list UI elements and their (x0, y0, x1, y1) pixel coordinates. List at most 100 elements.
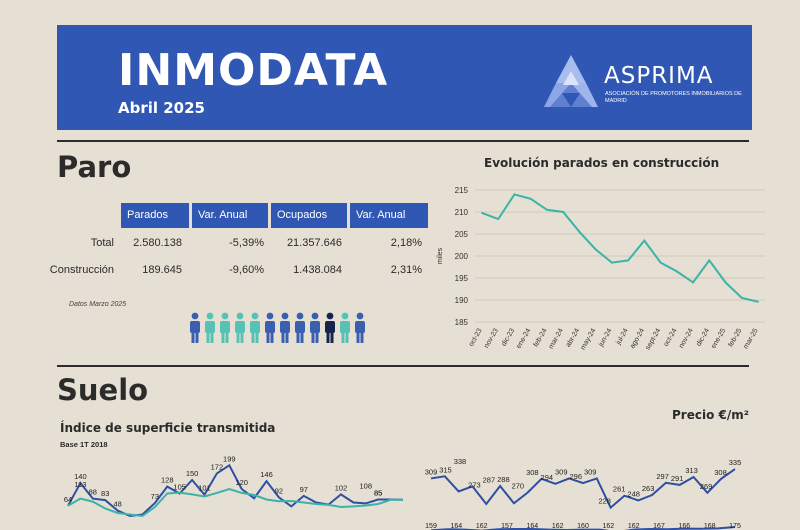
data-label: 101 (198, 484, 211, 493)
x-tick-label: feb-25 (728, 327, 744, 348)
total-ocupados: 21.357.646 (286, 237, 342, 249)
data-point (724, 281, 727, 284)
person-icon (250, 312, 260, 343)
data-point (481, 211, 483, 214)
x-tick-label: may-24 (580, 327, 598, 351)
x-tick-label: nov-24 (678, 327, 695, 349)
data-label: 175 (729, 523, 741, 530)
x-tick-label: ene-25 (710, 327, 727, 349)
data-label: 309 (425, 467, 437, 476)
person-icon (340, 312, 350, 343)
x-tick-label: feb-24 (533, 327, 549, 348)
col-header-ocupados: Ocupados (271, 203, 347, 228)
x-tick-label: oct-24 (663, 327, 679, 347)
construccion-parados: 189.645 (142, 264, 182, 276)
y-tick-label: 200 (455, 252, 469, 261)
col-header-var-anual-2: Var. Anual (350, 203, 428, 228)
data-label: 296 (570, 472, 583, 481)
y-tick-label: 210 (455, 208, 469, 217)
data-label: 261 (613, 485, 626, 494)
data-point (675, 270, 678, 273)
data-label: 164 (526, 523, 538, 530)
y-tick-label: 190 (455, 296, 469, 305)
data-point (578, 230, 581, 233)
data-point (740, 296, 743, 299)
data-label: 73 (151, 492, 159, 501)
data-point (757, 300, 759, 303)
data-point (546, 208, 548, 211)
data-label: 48 (113, 500, 121, 509)
data-label: 313 (685, 466, 698, 475)
data-label: 167 (653, 523, 665, 530)
data-point (610, 261, 613, 264)
data-label: 199 (223, 454, 236, 463)
people-icons (190, 312, 365, 343)
person-icon (325, 312, 335, 343)
data-label: 308 (526, 468, 539, 477)
data-point (513, 193, 516, 196)
row-label-construccion: Construcción (49, 264, 114, 276)
data-label: 172 (211, 462, 224, 471)
data-label: 228 (598, 497, 611, 506)
x-tick-label: abr-24 (565, 327, 581, 348)
person-icon (235, 312, 245, 343)
data-label: 162 (476, 523, 488, 530)
y-axis-label: miles (437, 247, 444, 264)
data-label: 120 (235, 478, 248, 487)
data-label: 294 (541, 473, 554, 482)
total-var-parados: -5,39% (229, 237, 264, 249)
data-point (627, 259, 630, 262)
x-tick-label: sept-24 (645, 327, 663, 351)
divider (57, 365, 749, 367)
header-banner: INMODATA Abril 2025 ASPRIMA Asociación d… (57, 25, 752, 130)
data-label: 287 (483, 475, 496, 484)
x-tick-label: ago-24 (629, 327, 646, 349)
col-header-var-anual-1: Var. Anual (192, 203, 268, 228)
person-icon (265, 312, 275, 343)
data-point (659, 261, 662, 264)
x-tick-label: nov-23 (483, 327, 500, 349)
data-label: 105 (173, 483, 186, 492)
data-label: 83 (101, 489, 109, 498)
x-tick-label: oct-23 (468, 327, 484, 347)
construccion-var-ocupados: 2,31% (390, 264, 422, 276)
logo-name: ASPRIMA (604, 63, 714, 89)
chart-title-precio: Precio €/m² (672, 408, 749, 422)
logo-tagline: Asociación de Promotores Inmobiliarios d… (605, 91, 742, 104)
data-label: 140 (74, 472, 87, 481)
series-line (67, 487, 403, 518)
data-point (643, 239, 646, 242)
row-label-total: Total (90, 237, 114, 249)
x-tick-label: mar-25 (743, 327, 760, 350)
asprima-logo-icon (544, 55, 598, 107)
data-label: 150 (186, 469, 199, 478)
person-icon (355, 312, 365, 343)
report-title: INMODATA (118, 45, 389, 96)
data-label: 291 (671, 474, 684, 483)
data-label: 309 (584, 467, 597, 476)
person-icon (220, 312, 230, 343)
data-label: 273 (468, 480, 481, 489)
data-label: 128 (161, 476, 174, 485)
series-line (481, 193, 759, 303)
person-icon (205, 312, 215, 343)
x-tick-label: dic-24 (695, 327, 711, 347)
data-label: 263 (642, 484, 655, 493)
data-point (708, 259, 711, 262)
data-label: 162 (552, 523, 564, 530)
col-header-parados: Parados (121, 203, 189, 228)
x-tick-label: dic-23 (501, 327, 517, 347)
person-icon (295, 312, 305, 343)
total-var-ocupados: 2,18% (390, 237, 422, 249)
data-label: 64 (64, 495, 72, 504)
construccion-var-parados: -9,60% (229, 264, 264, 276)
y-tick-label: 185 (455, 318, 469, 327)
data-label: 270 (512, 481, 525, 490)
data-label: 269 (700, 482, 713, 491)
x-tick-label: jul-24 (615, 327, 630, 346)
y-tick-label: 195 (455, 274, 469, 283)
chart-title-parados: Evolución parados en construcción (484, 156, 720, 170)
